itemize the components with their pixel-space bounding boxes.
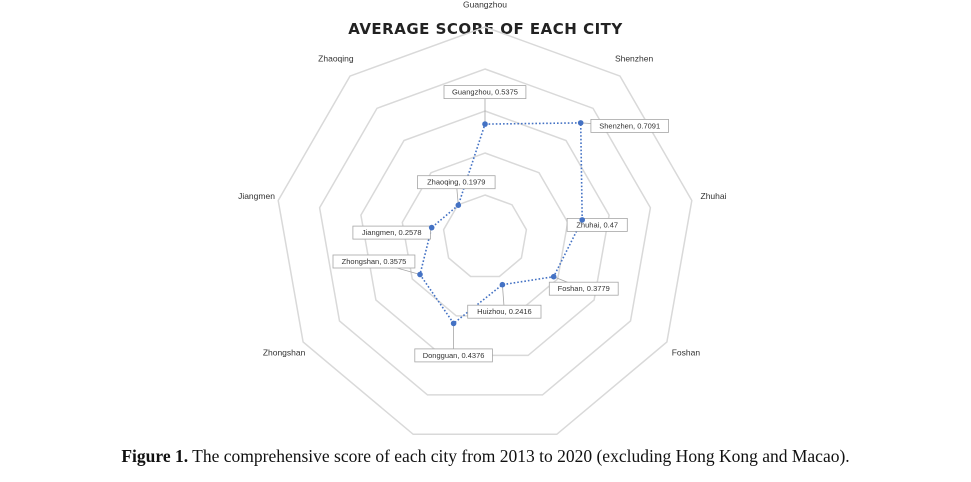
data-label-dongguan: Dongguan, 0.4376	[423, 351, 485, 360]
data-point-zhaoqing	[455, 202, 462, 208]
data-label-foshan-box	[548, 281, 619, 296]
category-label-zhongshan: Zhongshan	[263, 347, 306, 357]
data-point-shenzhen	[577, 120, 584, 126]
grid-ring-4	[318, 68, 652, 396]
data-label-guangzhou-box	[443, 85, 527, 99]
data-label-zhongshan-box	[332, 254, 416, 269]
data-label-jiangmen-box	[352, 225, 431, 240]
series-line	[419, 122, 584, 325]
data-label-foshan: Foshan, 0.3779	[558, 284, 610, 293]
data-label-zhaoqing: Zhaoqing, 0.1979	[427, 178, 485, 187]
data-label-jiangmen: Jiangmen, 0.2578	[362, 228, 422, 237]
category-label-shenzhen: Shenzhen	[615, 54, 654, 64]
category-label-zhuhai: Zhuhai	[701, 191, 727, 201]
data-point-zhongshan	[417, 271, 423, 278]
figure-caption: Figure 1. The comprehensive score of eac…	[0, 446, 971, 467]
category-label-foshan: Foshan	[672, 347, 701, 357]
data-label-zhongshan: Zhongshan, 0.3575	[342, 257, 407, 266]
data-point-jiangmen	[428, 224, 435, 231]
category-label-jiangmen: Jiangmen	[238, 191, 275, 201]
data-label-huizhou: Huizhou, 0.2416	[477, 307, 532, 316]
data-label-shenzhen: Shenzhen, 0.7091	[599, 121, 660, 130]
chart-title: AVERAGE SCORE OF EACH CITY	[348, 20, 623, 38]
data-label-shenzhen-box	[590, 119, 669, 133]
category-label-zhaoqing: Zhaoqing	[318, 54, 354, 64]
data-point-foshan	[550, 273, 557, 280]
radar-chart: GuangzhouShenzhenZhuhaiFoshanHuizhouDong…	[238, 0, 727, 436]
grid-ring-5	[277, 26, 693, 436]
data-label-zhaoqing-box	[417, 175, 496, 190]
data-point-guangzhou	[482, 121, 488, 127]
category-label-guangzhou: Guangzhou	[463, 0, 507, 9]
caption-text: The comprehensive score of each city fro…	[192, 446, 850, 466]
data-point-huizhou	[499, 281, 506, 288]
grid-ring-1	[442, 194, 528, 278]
data-point-dongguan	[450, 320, 457, 327]
data-label-guangzhou: Guangzhou, 0.5375	[452, 88, 518, 97]
data-point-zhuhai	[579, 217, 585, 223]
data-label-zhuhai: Zhuhai, 0.47	[576, 220, 618, 229]
data-label-huizhou-box	[467, 304, 542, 319]
caption-label: Figure 1.	[121, 446, 189, 466]
data-label-dongguan-box	[414, 348, 493, 363]
